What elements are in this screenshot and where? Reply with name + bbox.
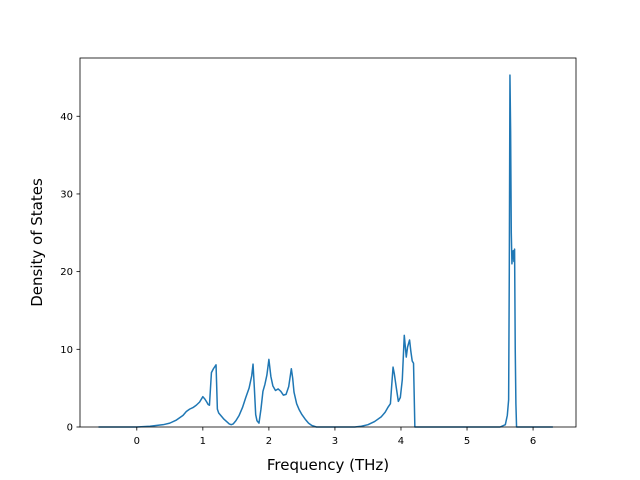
x-tick-label: 3 [332,436,338,447]
plot-frame [79,57,577,428]
x-tick-label: 0 [134,436,140,447]
x-axis-ticks: 0 1 2 3 4 5 6 [134,427,536,447]
y-tick-label: 40 [60,112,73,123]
x-tick-label: 5 [464,436,470,447]
y-tick-label: 0 [67,423,73,434]
y-tick-label: 20 [60,267,73,278]
y-tick-label: 10 [60,345,73,356]
y-axis-ticks: 0 10 20 30 40 [60,112,80,434]
x-tick-label: 2 [266,436,272,447]
x-tick-label: 1 [200,436,206,447]
x-axis-label: Frequency (THz) [267,456,389,474]
x-tick-label: 4 [398,436,404,447]
y-tick-label: 30 [60,190,73,201]
x-tick-label: 6 [530,436,536,447]
y-axis-label: Density of States [28,178,46,307]
